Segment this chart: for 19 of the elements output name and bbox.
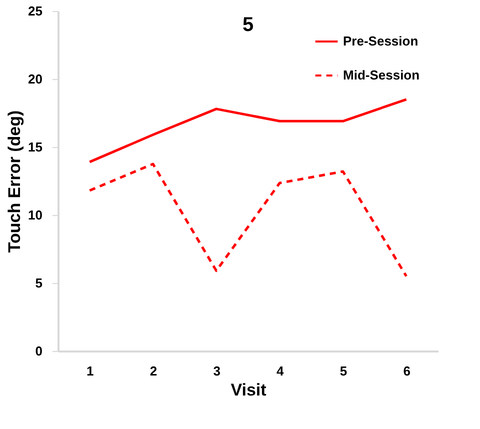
y-tick-label: 20	[28, 72, 42, 86]
y-tick-label: 10	[28, 208, 42, 222]
y-tick-label: 25	[28, 4, 42, 18]
y-tick-label: 15	[28, 140, 42, 154]
line-series	[88, 162, 408, 278]
line-series	[88, 98, 408, 164]
x-tick-label: 2	[150, 364, 158, 378]
x-tick-label: 4	[276, 364, 285, 378]
x-tick-label: 5	[340, 364, 348, 378]
legend-label: Mid-Session	[343, 68, 420, 82]
x-tick-label: 1	[86, 364, 94, 378]
x-tick-label: 6	[403, 364, 410, 378]
y-tick-label: 0	[35, 344, 42, 358]
chart-title: 5	[242, 14, 254, 36]
x-axis-title: Visit	[230, 380, 267, 400]
y-axis-title: Touch Error (deg)	[5, 110, 24, 253]
x-tick-label: 3	[213, 364, 220, 378]
legend-label: Pre-Session	[343, 34, 418, 48]
y-tick-label: 5	[35, 276, 42, 290]
